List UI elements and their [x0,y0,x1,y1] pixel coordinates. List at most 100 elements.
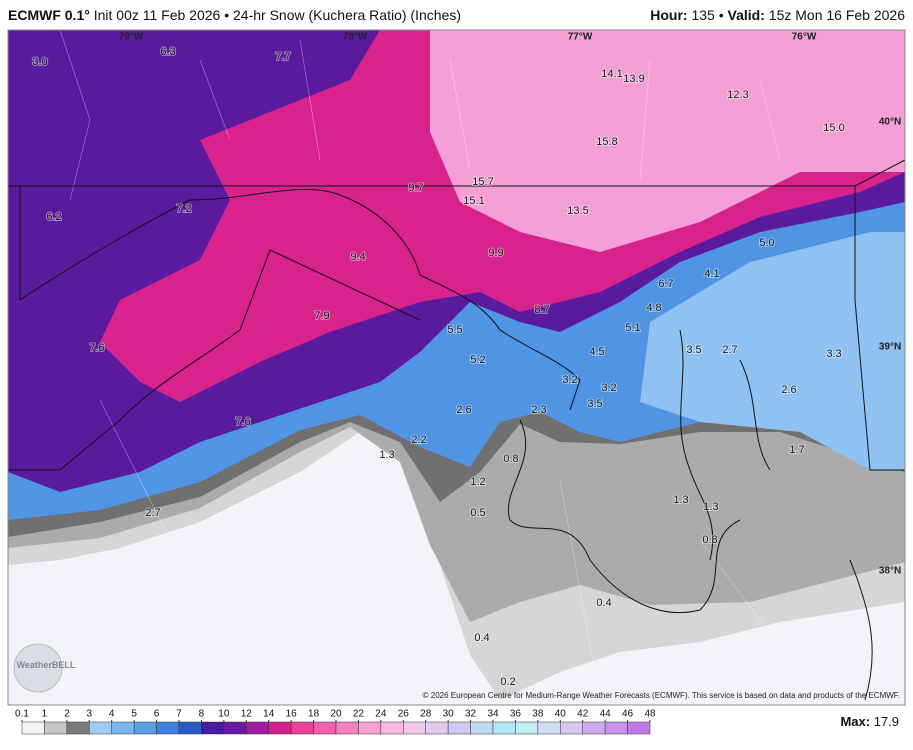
state-borders [8,159,905,701]
snow-value: 1.7 [789,444,804,456]
snow-value: 7.7 [275,51,290,63]
header: ECMWF 0.1° Init 00z 11 Feb 2026 • 24-hr … [8,0,905,30]
legend-swatch [66,721,90,735]
max-value: 17.9 [873,714,899,729]
legend-swatch [313,721,337,735]
legend-tick-label: 38 [532,709,544,720]
snow-value: 7.6 [89,342,104,354]
snow-value: 1.3 [703,501,718,513]
legend-tick-label: 44 [600,709,612,720]
snow-value: 13.5 [567,205,588,217]
legend-tick-label: 36 [510,709,522,720]
legend-tick-label: 34 [487,709,499,720]
snow-value: 6.7 [658,278,673,290]
legend-tick-label: 8 [199,709,205,720]
separator: • [718,7,724,23]
legend-swatch [21,721,45,735]
snow-value: 1.3 [379,449,394,461]
hour: 135 [691,7,715,23]
snow-value: 5.0 [759,237,774,249]
legend-tick-label: 30 [443,709,455,720]
snow-value: 0.4 [474,632,489,644]
legend-tick-label: 0.1 [15,709,29,720]
copyright: © 2026 European Centre for Medium-Range … [423,691,900,700]
legend-swatch [133,721,157,735]
snow-value: 12.3 [727,89,748,101]
longitude-label: 79°W [119,32,144,43]
model: ECMWF 0.1° [8,7,90,23]
snow-value: 3.5 [587,398,602,410]
legend-swatch [335,721,359,735]
longitude-label: 78°W [343,32,368,43]
snow-value: 8.7 [534,304,549,316]
legend-tick-label: 46 [622,709,634,720]
legend-swatch [403,721,426,735]
snow-field [8,30,905,705]
legend-swatch [201,721,225,735]
legend-tick-label: 2 [64,709,70,720]
legend-tick-label: 3 [87,709,93,720]
snow-value: 2.3 [531,404,546,416]
legend-tick-label: 32 [465,709,477,720]
legend-swatch [268,721,292,735]
legend-swatch [425,721,449,735]
snow-value: 15.1 [463,195,484,207]
snow-value: 3.5 [686,344,701,356]
snow-value: 0.4 [596,597,611,609]
legend-tick-label: 42 [577,709,589,720]
legend-tick-label: 40 [555,709,567,720]
legend-swatch [358,721,382,735]
legend-swatch [223,721,247,735]
legend-swatch [111,721,135,735]
latitude-label: 38°N [879,566,901,577]
legend-tick-label: 6 [154,709,160,720]
longitude-label: 77°W [568,32,593,43]
snow-value: 1.2 [470,476,485,488]
legend-swatch [582,721,606,735]
header-left: ECMWF 0.1° Init 00z 11 Feb 2026 • 24-hr … [8,7,461,23]
valid: 15z Mon 16 Feb 2026 [768,7,905,23]
snow-value: 0.2 [500,676,515,688]
snow-value: 3.0 [32,56,47,68]
logo: WeatherBELL [17,660,76,670]
snow-value: 2.2 [411,434,426,446]
snow-value: 15.7 [472,176,493,188]
legend-swatch [447,721,471,735]
snow-value: 5.2 [470,354,485,366]
map-frame [7,29,906,706]
hour-label: Hour: [650,7,688,23]
legend-swatch [604,721,628,735]
legend-swatch [627,721,651,735]
description: Init 00z 11 Feb 2026 • 24-hr Snow (Kuche… [93,7,461,23]
band-lightblue [640,232,905,470]
longitude-label: 76°W [792,32,817,43]
legend-swatch [537,721,561,735]
snow-value: 7.9 [314,310,329,322]
snow-value: 14.1 [601,68,622,80]
snow-value: 7.6 [235,416,250,428]
legend-swatch [246,721,269,735]
snow-value: 0.8 [503,453,518,465]
snow-value: 15.0 [823,122,844,134]
snow-value: 13.9 [623,73,644,85]
legend-tick-label: 48 [644,709,656,720]
snow-value: 6.3 [160,46,175,58]
legend-swatch [380,721,404,735]
legend-swatch [156,721,180,735]
legend-tick-label: 20 [330,709,342,720]
legend-tick-label: 7 [176,709,182,720]
county-lines [59,30,821,701]
snow-value: 1.3 [673,494,688,506]
snow-value: 0.5 [470,507,485,519]
header-right: Hour: 135 • Valid: 15z Mon 16 Feb 2026 [650,7,905,23]
logo-circle [13,643,63,693]
legend-tick-label: 4 [109,709,115,720]
snow-value: 15.8 [596,136,617,148]
snow-value: 4.1 [704,268,719,280]
valid-label: Valid: [727,7,765,23]
legend-tick-label: 28 [420,709,432,720]
latitude-label: 40°N [879,117,901,128]
snow-value: 0.8 [702,534,717,546]
legend-swatch [290,721,314,735]
